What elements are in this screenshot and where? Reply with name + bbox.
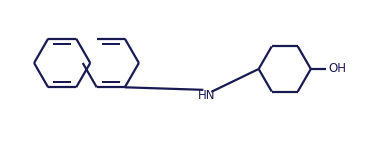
Text: HN: HN — [198, 89, 215, 102]
Text: OH: OH — [328, 62, 346, 75]
